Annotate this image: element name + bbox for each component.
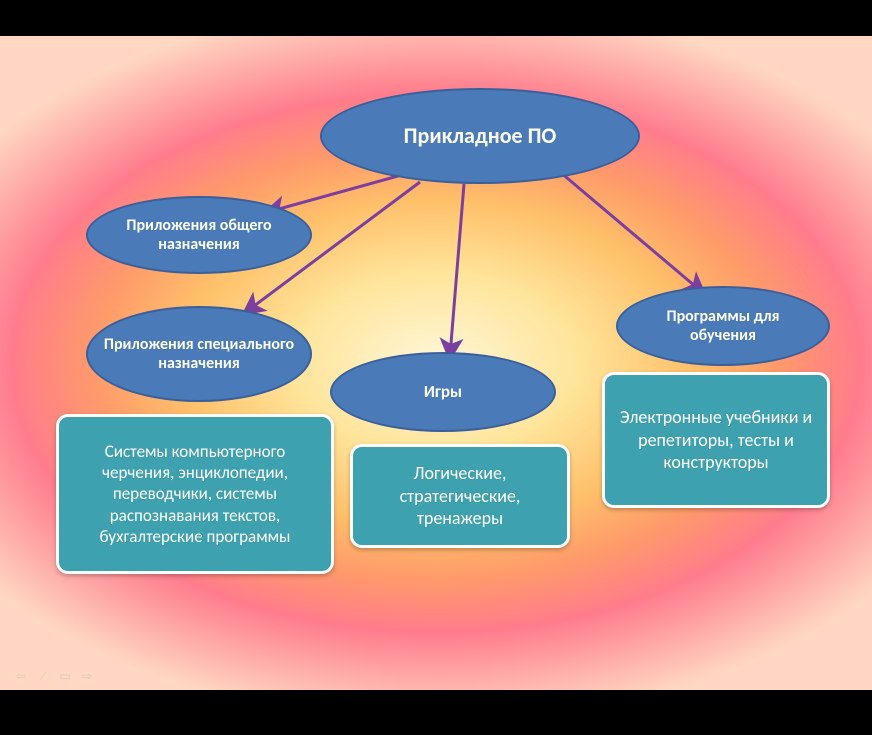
root-node-label: Прикладное ПО: [404, 123, 557, 149]
general-apps-node: Приложения общего назначения: [86, 196, 312, 274]
root-node: Прикладное ПО: [320, 88, 640, 184]
nav-forward-icon[interactable]: ⇨: [80, 670, 94, 684]
games-desc-text: Логические, стратегические, тренажеры: [367, 462, 553, 530]
arrow-root-to-general: [268, 176, 398, 212]
nav-back-icon[interactable]: ⇦: [14, 670, 28, 684]
games-desc-box: Логические, стратегические, тренажеры: [350, 444, 570, 548]
special-apps-desc-text: Системы компьютерного черчения, энциклоп…: [73, 441, 317, 547]
nav-menu-icon[interactable]: ▭: [58, 670, 72, 684]
letterbox-bottom: [0, 690, 872, 735]
special-apps-node: Приложения специального назначения: [86, 306, 312, 402]
arrow-root-to-games: [450, 184, 464, 356]
general-apps-label: Приложения общего назначения: [102, 216, 296, 254]
education-desc-text: Электронные учебники и репетиторы, тесты…: [619, 406, 813, 474]
games-node-label: Игры: [424, 382, 462, 402]
education-node: Программы для обучения: [616, 286, 830, 366]
education-node-label: Программы для обучения: [632, 307, 814, 345]
letterbox-top: [0, 0, 872, 36]
arrow-root-to-education: [560, 172, 702, 292]
special-apps-desc-box: Системы компьютерного черчения, энциклоп…: [56, 414, 334, 574]
education-desc-box: Электронные учебники и репетиторы, тесты…: [602, 372, 830, 508]
slide-stage: Прикладное ПО Приложения общего назначен…: [0, 36, 872, 690]
slide-nav-controls: ⇦ ⁄ ▭ ⇨: [14, 670, 94, 684]
games-node: Игры: [330, 352, 556, 432]
special-apps-label: Приложения специального назначения: [102, 335, 296, 373]
nav-pen-icon[interactable]: ⁄: [36, 670, 50, 684]
